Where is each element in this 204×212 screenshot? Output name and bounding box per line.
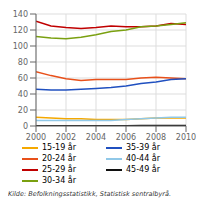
html-text:20-24 år: 20-24 år [42, 154, 76, 163]
html-text:Kilde: Befolkningsstatistikk,: Kilde: Befolkningsstatistikk, Statistisk… [8, 190, 171, 198]
svg-text:60: 60 [18, 74, 28, 83]
svg-text:80: 80 [18, 58, 28, 67]
html-text:15-19 år: 15-19 år [42, 143, 76, 152]
svg-text:100: 100 [13, 42, 28, 51]
svg-text:2002: 2002 [56, 133, 76, 142]
svg-text:2006: 2006 [116, 133, 136, 142]
svg-text:40: 40 [18, 90, 28, 99]
svg-text:2008: 2008 [146, 133, 166, 142]
html-text:30-34 år: 30-34 år [42, 176, 76, 185]
html-text:35-39 år: 35-39 år [126, 143, 160, 152]
svg-text:0: 0 [23, 122, 28, 131]
svg-text:20: 20 [18, 106, 28, 115]
svg-text:2004: 2004 [86, 133, 106, 142]
html-text:25-29 år: 25-29 år [42, 165, 76, 174]
svg-text:2010: 2010 [176, 133, 196, 142]
svg-text:2000: 2000 [26, 133, 46, 142]
html-text:40-44 år: 40-44 år [126, 154, 160, 163]
svg-text:140: 140 [13, 10, 28, 19]
svg-text:120: 120 [13, 26, 28, 35]
html-text:45-49 år: 45-49 år [126, 165, 160, 174]
